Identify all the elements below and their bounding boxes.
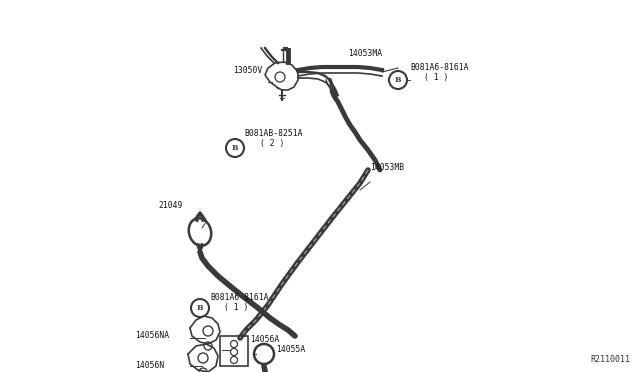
Text: 14056A: 14056A [250, 336, 279, 344]
Circle shape [191, 299, 209, 317]
Bar [220, 336, 248, 366]
Text: 14055A: 14055A [276, 346, 305, 355]
Text: B081A6-8161A: B081A6-8161A [410, 63, 468, 72]
Text: ( 1 ): ( 1 ) [224, 303, 248, 312]
Text: B081A6-8161A: B081A6-8161A [210, 293, 269, 302]
Text: 14056NA: 14056NA [135, 330, 169, 340]
Text: B: B [232, 144, 238, 152]
Text: B081AB-8251A: B081AB-8251A [244, 129, 303, 138]
Text: 13050V: 13050V [233, 66, 262, 75]
Text: 21049: 21049 [158, 201, 182, 210]
Text: ( 1 ): ( 1 ) [424, 73, 449, 82]
Text: 14053MA: 14053MA [348, 49, 382, 58]
Text: 14053MB: 14053MB [370, 163, 404, 172]
Circle shape [389, 71, 407, 89]
Text: R2110011: R2110011 [590, 355, 630, 364]
Text: 14056N: 14056N [135, 362, 164, 371]
Text: B: B [395, 76, 401, 84]
Text: ( 2 ): ( 2 ) [260, 139, 284, 148]
Circle shape [226, 139, 244, 157]
Text: B: B [196, 304, 204, 312]
